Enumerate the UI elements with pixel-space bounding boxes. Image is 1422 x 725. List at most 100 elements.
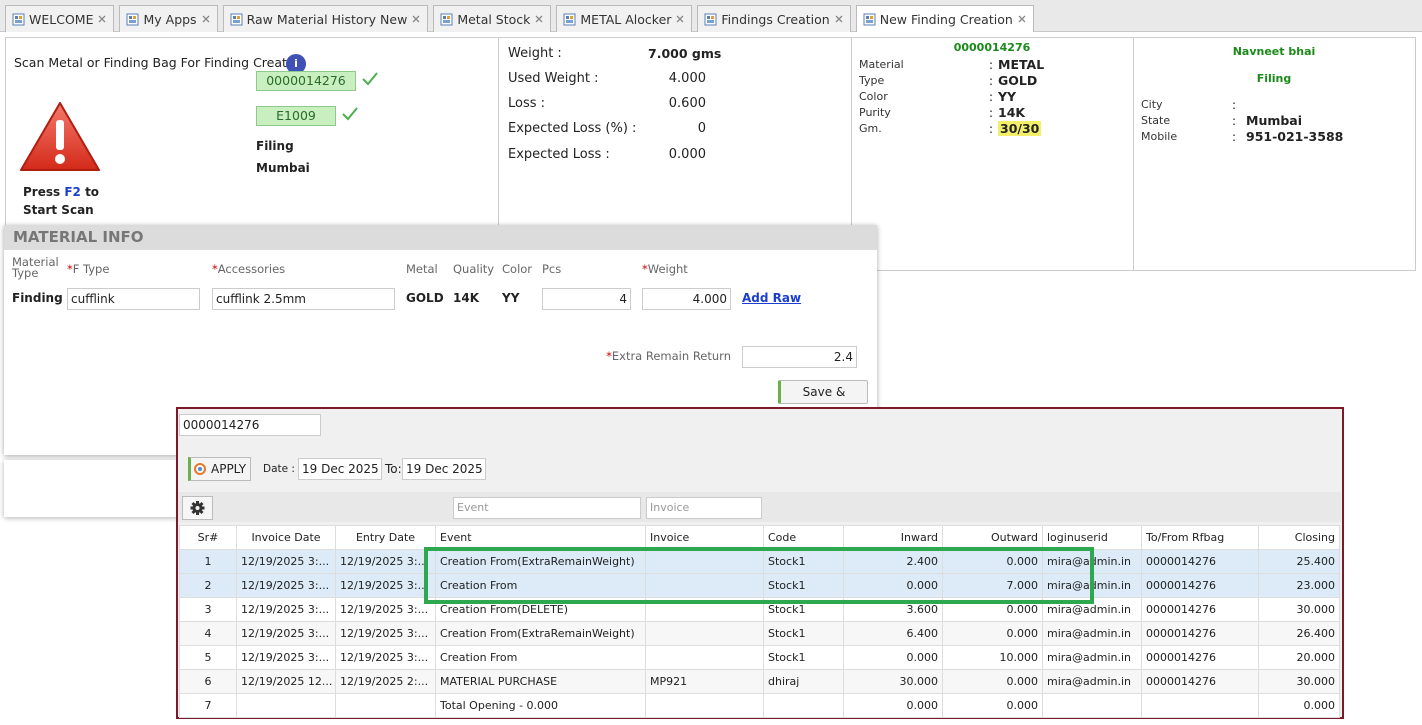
party-label: Mobile xyxy=(1141,130,1177,143)
column-header: loginuserid xyxy=(1043,526,1142,550)
header-text: F Type xyxy=(73,262,110,276)
table-cell: Stock1 xyxy=(764,646,844,670)
table-cell: 0.000 xyxy=(1259,694,1340,718)
table-cell: 12/19/2025 3:... xyxy=(336,574,436,598)
table-cell: 0000014276 xyxy=(1142,646,1259,670)
table-cell: 12/19/2025 3:... xyxy=(336,646,436,670)
tab[interactable]: METAL Alocker xyxy=(556,5,692,32)
column-header: *Accessories xyxy=(212,262,285,276)
table-cell: 30.000 xyxy=(1259,598,1340,622)
from-date[interactable]: 19 Dec 2025 xyxy=(298,458,382,480)
header-text: Metal xyxy=(406,262,438,276)
table-cell: 23.000 xyxy=(1259,574,1340,598)
table-cell: 0.000 xyxy=(943,622,1043,646)
section-title: MATERIAL INFO xyxy=(4,225,877,250)
tab-close[interactable] xyxy=(834,14,844,24)
weight-label: Used Weight : xyxy=(508,71,598,86)
table-cell: 0.000 xyxy=(943,670,1043,694)
table-cell: 12/19/2025 3:... xyxy=(336,622,436,646)
scan-code: 0000014276 xyxy=(256,71,356,91)
party-separator: : xyxy=(1232,114,1236,128)
table-cell: 30.000 xyxy=(1259,670,1340,694)
table-cell xyxy=(1142,694,1259,718)
weight-value: 0.000 xyxy=(600,147,706,162)
column-header: *Weight xyxy=(642,262,688,276)
column-header: Event xyxy=(436,526,646,550)
weight-input[interactable]: 4.000 xyxy=(642,288,731,310)
accessories-input[interactable]: cufflink 2.5mm xyxy=(212,288,395,310)
table-cell: 1 xyxy=(180,550,237,574)
tab-icon xyxy=(230,13,243,26)
hint-text: Press xyxy=(23,185,60,199)
bag-input[interactable]: 0000014276 xyxy=(179,414,321,436)
table-row[interactable]: 412/19/2025 3:...12/19/2025 3:...Creatio… xyxy=(180,622,1340,646)
warning-icon xyxy=(18,100,102,174)
tab-label: My Apps xyxy=(143,12,196,27)
card-label: Gm. xyxy=(859,122,882,135)
table-cell: 12/19/2025 3:... xyxy=(237,598,336,622)
table-cell: 6.400 xyxy=(844,622,943,646)
table-cell: MATERIAL PURCHASE xyxy=(436,670,646,694)
tab-label: METAL Alocker xyxy=(580,12,671,27)
tab-close[interactable] xyxy=(97,14,107,24)
card-value: 14K xyxy=(998,105,1025,120)
table-cell: 12/19/2025 3:... xyxy=(237,574,336,598)
table-row[interactable]: 612/19/2025 12...12/19/2025 2:...MATERIA… xyxy=(180,670,1340,694)
header-text: Quality xyxy=(453,262,494,276)
tab-close[interactable] xyxy=(534,14,544,24)
table-cell: Creation From(ExtraRemainWeight) xyxy=(436,622,646,646)
pcs-input[interactable]: 4 xyxy=(542,288,631,310)
to-date[interactable]: 19 Dec 2025 xyxy=(402,458,486,480)
tab-label: Findings Creation xyxy=(721,12,829,27)
scan-prompt: Scan Metal or Finding Bag For Finding Cr… xyxy=(14,55,306,70)
settings-button[interactable] xyxy=(182,496,213,520)
weight-value: 0 xyxy=(600,121,706,136)
table-cell: 4 xyxy=(180,622,237,646)
table-cell xyxy=(1043,694,1142,718)
tab-icon xyxy=(12,13,25,26)
table-cell: 12/19/2025 3:... xyxy=(336,550,436,574)
tab[interactable]: Raw Material History New xyxy=(223,5,429,32)
table-cell: 12/19/2025 12... xyxy=(237,670,336,694)
check-icon xyxy=(361,70,379,88)
invoice-filter[interactable]: Invoice xyxy=(646,497,762,519)
tab[interactable]: My Apps xyxy=(119,5,217,32)
scan-hint: Start Scan xyxy=(23,203,94,217)
table-cell: 7 xyxy=(180,694,237,718)
table-row[interactable]: 7Total Opening - 0.0000.0000.0000.000 xyxy=(180,694,1340,718)
table-cell: mira@admin.in xyxy=(1043,646,1142,670)
column-header: Material Type xyxy=(12,257,60,279)
card-separator: : xyxy=(989,74,993,88)
apply-icon xyxy=(194,463,206,475)
save-button[interactable]: Save & Return xyxy=(778,380,868,404)
tab-close[interactable] xyxy=(201,14,211,24)
table-cell: Creation From xyxy=(436,646,646,670)
tab[interactable]: WELCOME xyxy=(5,5,114,32)
tab-close[interactable] xyxy=(411,14,421,24)
weight-value: 7.000 gms xyxy=(648,46,721,61)
tab[interactable]: Metal Stock xyxy=(433,5,551,32)
table-cell xyxy=(646,622,764,646)
table-cell: 25.400 xyxy=(1259,550,1340,574)
event-filter[interactable]: Event xyxy=(453,497,641,519)
card-value: 30/30 xyxy=(998,121,1041,136)
table-cell xyxy=(764,694,844,718)
tab-close[interactable] xyxy=(675,14,685,24)
add-raw-link[interactable]: Add Raw xyxy=(742,291,801,305)
column-header: To/From Rfbag xyxy=(1142,526,1259,550)
party-separator: : xyxy=(1232,98,1236,112)
column-header: Sr# xyxy=(180,526,237,550)
extra-label: *Extra Remain Return xyxy=(560,349,731,363)
tab-close[interactable] xyxy=(1017,14,1027,24)
table-cell: 12/19/2025 3:... xyxy=(336,598,436,622)
header-row: Sr#Invoice DateEntry DateEventInvoiceCod… xyxy=(180,526,1340,550)
scan-hint: Press F2 to xyxy=(23,185,99,199)
tab[interactable]: New Finding Creation xyxy=(856,5,1034,32)
tab[interactable]: Findings Creation xyxy=(697,5,850,32)
f-type-input[interactable]: cufflink xyxy=(67,288,200,310)
party-process: Filing xyxy=(1134,72,1414,85)
table-row[interactable]: 512/19/2025 3:...12/19/2025 3:...Creatio… xyxy=(180,646,1340,670)
extra-input[interactable]: 2.4 xyxy=(742,346,857,368)
metal: GOLD xyxy=(406,291,444,305)
hint-text: to xyxy=(85,185,99,199)
